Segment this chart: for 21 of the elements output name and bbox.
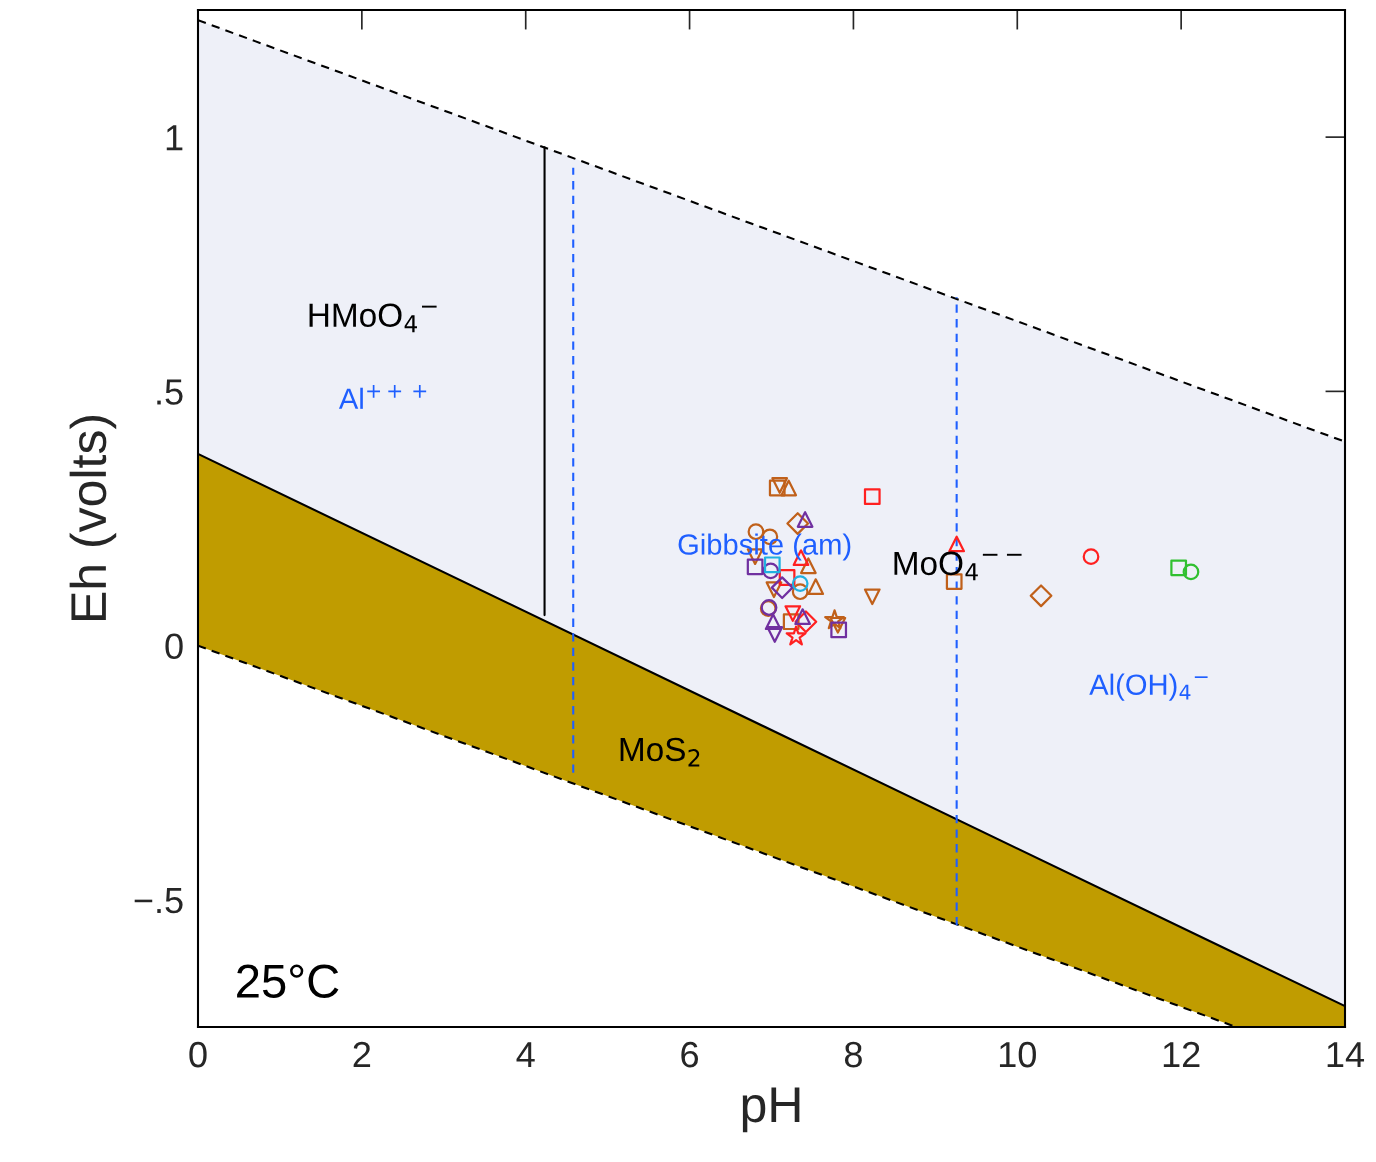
x-tick-label: 0 [189,1041,207,1068]
x-tick-label: 10 [999,1041,1036,1068]
x-tick-label: 8 [844,1041,862,1068]
y-axis-title: Eh (volts) [69,416,117,620]
x-tick-label: 2 [353,1041,371,1068]
x-tick-label: 4 [516,1042,535,1068]
annotation: HMoO$_{4}$$^{−}$ [309,303,437,333]
annotation: MoO$_{4}$$^{−−}$ [894,551,1022,581]
y-tick-label: 0 [165,633,183,660]
annotation: MoS$_{2}$ [620,737,700,767]
annotation: Al(OH)$_{4}$$^{−}$ [1089,673,1208,701]
y-tick-label: .5 [157,379,183,405]
annotation: 25°C [237,964,339,998]
annotation: Al$^{+++}$ [338,384,427,409]
x-tick-label: 12 [1163,1041,1200,1068]
y-tick-label: 1 [166,125,183,151]
y-tick-label: −.5 [134,888,183,914]
x-axis-title: pH [742,1087,800,1133]
x-tick-label: 14 [1327,1042,1365,1068]
annotation: Gibbsite (am) [678,533,851,561]
x-tick-label: 6 [681,1041,699,1068]
